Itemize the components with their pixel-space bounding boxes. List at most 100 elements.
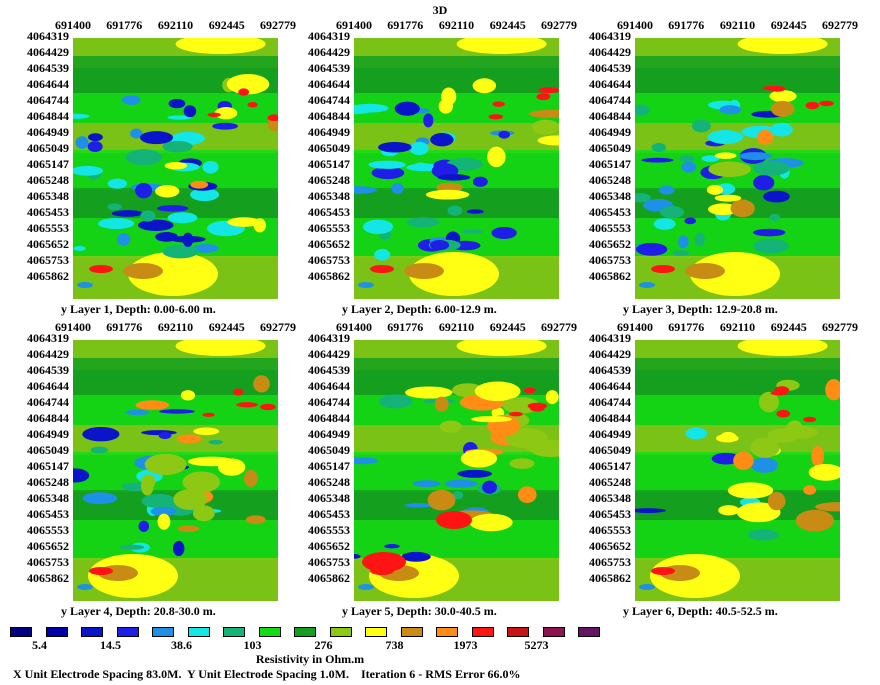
conductive-anomaly: [466, 209, 484, 214]
y-tick-label: 4064319: [308, 331, 350, 345]
legend-value: 738: [385, 638, 404, 652]
y-tick-label: 4065652: [308, 237, 350, 251]
conductive-anomaly: [430, 133, 454, 147]
x-tick-label: 691400: [336, 320, 372, 334]
layer-caption: y Layer 6, Depth: 40.5-52.5 m.: [623, 604, 778, 619]
y-tick-label: 4065049: [308, 443, 350, 457]
high-resistivity-spot: [523, 387, 536, 394]
y-tick-label: 4064319: [27, 29, 69, 43]
resistive-anomaly: [767, 491, 786, 511]
resistive-anomaly: [714, 194, 742, 202]
y-axis-letter: y: [623, 604, 629, 618]
resistive-anomaly: [456, 38, 547, 54]
resistive-anomaly: [140, 477, 154, 496]
y-tick-label: 4064644: [589, 379, 631, 393]
conductive-anomaly: [672, 250, 690, 256]
heatmap-plot: [635, 340, 840, 601]
legend-swatch: [471, 627, 494, 637]
conductive-anomaly: [681, 161, 697, 173]
conductive-anomaly: [371, 166, 405, 180]
resistive-anomaly: [736, 502, 781, 523]
y-tick-label: 4065453: [308, 507, 350, 521]
y-tick-label: 4065248: [27, 173, 69, 187]
legend-swatch: [294, 627, 316, 637]
resistive-anomaly: [460, 449, 498, 468]
resistive-anomaly: [227, 217, 261, 227]
conductive-anomaly: [406, 217, 440, 228]
y-tick-label: 4065248: [589, 173, 631, 187]
y-tick-label: 4065862: [27, 269, 69, 283]
conductive-anomaly: [701, 155, 720, 162]
conductive-anomaly: [401, 551, 431, 562]
y-tick-label: 4064844: [27, 411, 69, 425]
resistive-anomaly: [795, 509, 835, 532]
legend-swatch: [223, 627, 245, 637]
conductive-anomaly: [362, 219, 394, 235]
resistive-anomaly: [192, 505, 215, 522]
conductive-anomaly: [412, 480, 441, 488]
y-tick-label: 4065248: [589, 475, 631, 489]
heatmap-svg: [354, 38, 559, 299]
resistive-anomaly: [157, 513, 171, 530]
conductive-anomaly: [159, 409, 195, 414]
conductive-anomaly: [182, 232, 194, 247]
resistive-anomaly: [409, 252, 499, 296]
conductive-anomaly: [753, 161, 790, 176]
high-resistivity-spot: [267, 114, 278, 122]
heatmap-svg: [635, 340, 840, 601]
conductive-anomaly: [444, 479, 478, 488]
y-tick-label: 4064429: [27, 347, 69, 361]
high-resistivity-spot: [89, 265, 113, 273]
y-tick-label: 4065862: [308, 571, 350, 585]
resistive-anomaly: [474, 381, 521, 402]
resistive-anomaly: [405, 386, 453, 399]
conductive-anomaly: [107, 203, 122, 211]
y-tick-label: 4065453: [27, 205, 69, 219]
legend-value: 5273: [524, 638, 549, 652]
conductive-anomaly: [694, 232, 705, 247]
legend-swatch: [152, 627, 174, 637]
resistive-anomaly: [528, 109, 559, 118]
high-resistivity-spot: [488, 114, 503, 120]
y-axis-letter: y: [61, 604, 67, 618]
y-tick-label: 4065862: [308, 269, 350, 283]
layer-caption: y Layer 2, Depth: 6.00-12.9 m.: [342, 302, 497, 317]
x-tick-label: 692779: [541, 320, 577, 334]
resistive-anomaly: [803, 485, 817, 495]
high-resistivity-spot: [247, 102, 258, 108]
x-tick-label: 692779: [822, 320, 858, 334]
high-resistivity-spot: [530, 406, 545, 412]
conductive-anomaly: [691, 119, 711, 133]
high-resistivity-spot: [651, 567, 675, 575]
x-tick-label: 692110: [157, 18, 194, 32]
resistive-anomaly: [214, 107, 238, 120]
x-tick-label: 692110: [719, 18, 756, 32]
conductive-anomaly: [140, 131, 173, 145]
conductive-anomaly: [707, 130, 744, 144]
high-resistivity-spot: [202, 412, 215, 417]
y-tick-label: 4064319: [27, 331, 69, 345]
y-tick-label: 4065553: [589, 221, 631, 235]
y-tick-label: 4064644: [308, 77, 350, 91]
resistive-anomaly: [243, 469, 258, 487]
y-axis-letter: y: [61, 302, 67, 316]
layer-caption-text: Layer 5, Depth: 30.0-40.5 m.: [351, 604, 497, 618]
y-tick-label: 4064949: [589, 125, 631, 139]
y-tick-label: 4064744: [308, 93, 350, 107]
y-tick-label: 4065753: [27, 555, 69, 569]
conductive-anomaly: [208, 439, 223, 445]
high-resistivity-spot: [774, 386, 790, 394]
conductive-anomaly: [354, 104, 375, 115]
heatmap-svg: [73, 38, 278, 299]
resistive-anomaly: [456, 340, 547, 356]
conductive-anomaly: [447, 205, 463, 216]
resistive-anomaly: [190, 180, 209, 189]
resistive-anomaly: [718, 505, 740, 516]
y-tick-label: 4064429: [308, 45, 350, 59]
legend-value: 14.5: [100, 638, 121, 652]
conductive-anomaly: [140, 210, 156, 222]
conductive-anomaly: [82, 426, 120, 442]
resistive-anomaly: [471, 416, 512, 423]
high-resistivity-spot: [260, 403, 276, 411]
resistive-anomaly: [175, 340, 266, 356]
